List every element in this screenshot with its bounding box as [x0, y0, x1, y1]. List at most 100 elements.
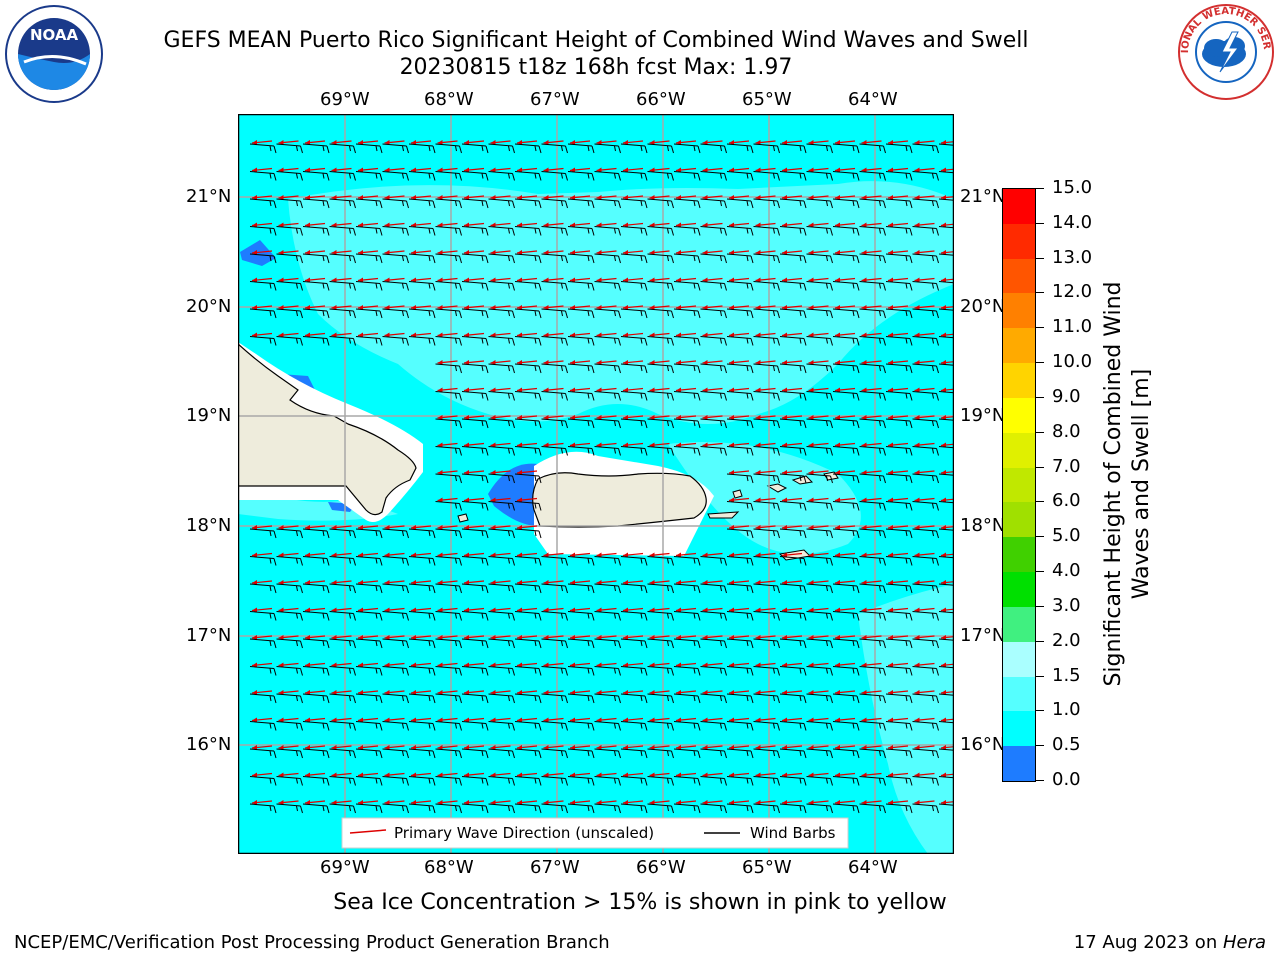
- wave-direction-arrowhead: [437, 470, 443, 475]
- wind-barb-shaft: [488, 638, 513, 642]
- wind-barb-flag: [485, 255, 489, 264]
- wind-barb-shaft: [912, 611, 937, 614]
- wind-barb-flag: [432, 228, 436, 236]
- wind-barb-flag: [353, 585, 356, 594]
- wind-barb-shaft: [647, 611, 672, 614]
- wave-direction-arrowhead: [649, 745, 655, 750]
- wave-direction-arrowhead: [861, 305, 867, 310]
- wind-barb-flag: [852, 365, 855, 372]
- wave-direction-arrowhead: [517, 332, 522, 338]
- wind-barb-flag: [618, 283, 621, 291]
- wave-direction-arrowhead: [331, 195, 337, 200]
- wind-barb-flag: [565, 750, 568, 759]
- wind-barb-flag: [773, 695, 775, 702]
- wind-barb-shaft: [885, 748, 911, 752]
- wind-barb-flag: [296, 723, 298, 729]
- wind-barb-flag: [534, 283, 537, 289]
- wave-direction-arrowhead: [464, 332, 469, 338]
- wind-barb-flag: [538, 448, 542, 456]
- wind-barb-shaft: [726, 363, 752, 367]
- wave-direction-arrowhead: [623, 580, 628, 585]
- wind-barb-flag: [459, 668, 462, 676]
- wind-barb-flag: [459, 338, 462, 346]
- wind-barb-shaft: [302, 336, 328, 339]
- wind-barb-flag: [379, 640, 383, 649]
- wind-barb-shaft: [726, 473, 752, 477]
- wave-direction-arrowhead: [411, 717, 416, 723]
- wind-barb-flag: [746, 613, 749, 619]
- wave-direction-arrowhead: [464, 140, 469, 145]
- wind-barb-flag: [799, 613, 802, 619]
- wind-barb-flag: [534, 585, 537, 592]
- wind-barb-flag: [856, 310, 860, 319]
- wind-barb-flag: [587, 200, 590, 207]
- wind-barb-flag: [803, 145, 807, 154]
- wave-direction-arrowhead: [517, 387, 522, 393]
- wind-barb-shaft: [726, 501, 752, 504]
- wave-direction-arrowhead: [835, 360, 840, 365]
- wind-barb-flag: [379, 310, 383, 319]
- wind-barb-flag: [799, 145, 802, 152]
- wind-barb-shaft: [461, 308, 487, 312]
- wind-barb-shaft: [700, 143, 725, 147]
- wind-barb-flag: [799, 228, 802, 234]
- wind-barb-flag: [561, 228, 563, 234]
- wind-barb-shaft: [276, 226, 301, 229]
- wind-barb-shaft: [461, 391, 487, 394]
- wave-direction-arrowhead: [649, 277, 655, 283]
- wind-barb-flag: [538, 255, 542, 264]
- wind-barb-flag: [432, 585, 436, 594]
- lon-label-top-1: 69°W: [320, 89, 370, 110]
- wind-barb-flag: [777, 365, 780, 374]
- wind-barb-flag: [591, 365, 595, 374]
- wind-barb-shaft: [859, 363, 884, 367]
- wind-barb-shaft: [302, 226, 328, 229]
- wind-barb-shaft: [594, 253, 619, 257]
- wave-direction-arrowhead: [252, 772, 257, 778]
- wind-barb-flag: [322, 640, 325, 647]
- wind-barb-shaft: [912, 803, 937, 807]
- wind-barb-shaft: [885, 281, 911, 284]
- wind-barb-shaft: [832, 638, 858, 642]
- wave-direction-arrowhead: [755, 332, 761, 338]
- wave-direction-arrowhead: [517, 525, 522, 530]
- wind-barb-flag: [936, 228, 939, 236]
- wave-direction-arrowhead: [941, 717, 946, 723]
- wind-barb-flag: [618, 365, 621, 374]
- wind-barb-flag: [432, 530, 436, 539]
- wind-barb-flag: [565, 640, 568, 649]
- wave-direction-arrowhead: [835, 250, 840, 255]
- wind-barb-flag: [326, 778, 330, 786]
- colorbar-segment: [1003, 676, 1035, 712]
- wind-barb-shaft: [673, 336, 699, 339]
- wave-direction-arrowhead: [331, 745, 337, 750]
- wind-barb-flag: [326, 640, 330, 649]
- wind-barb-flag: [481, 448, 484, 454]
- wind-barb-flag: [879, 173, 881, 179]
- wind-barb-flag: [936, 750, 939, 759]
- wind-barb-shaft: [647, 253, 672, 257]
- wind-barb-flag: [375, 145, 378, 152]
- wind-barb-flag: [667, 585, 669, 592]
- wind-barb-shaft: [753, 556, 778, 559]
- wind-barb-flag: [485, 723, 489, 731]
- wave-direction-arrowhead: [914, 332, 920, 338]
- footer-host: Hera: [1222, 932, 1266, 953]
- wind-barb-flag: [936, 475, 939, 484]
- wave-direction-arrowhead: [464, 662, 469, 668]
- wind-barb-shaft: [673, 281, 699, 284]
- wind-barb-shaft: [514, 583, 540, 587]
- wind-barb-flag: [587, 338, 590, 344]
- wind-barb-shaft: [541, 666, 566, 669]
- wind-barb-flag: [587, 283, 590, 289]
- wind-barb-flag: [428, 613, 431, 619]
- wind-barb-shaft: [726, 556, 752, 559]
- wave-direction-arrowhead: [543, 305, 549, 310]
- wind-barb-flag: [485, 200, 489, 209]
- wind-barb-flag: [644, 668, 648, 676]
- wind-barb-flag: [883, 448, 886, 456]
- wave-direction-arrowhead: [278, 800, 284, 805]
- wind-barb-flag: [432, 283, 436, 291]
- wave-direction-arrowhead: [252, 607, 257, 613]
- wind-barb-shaft: [620, 748, 646, 752]
